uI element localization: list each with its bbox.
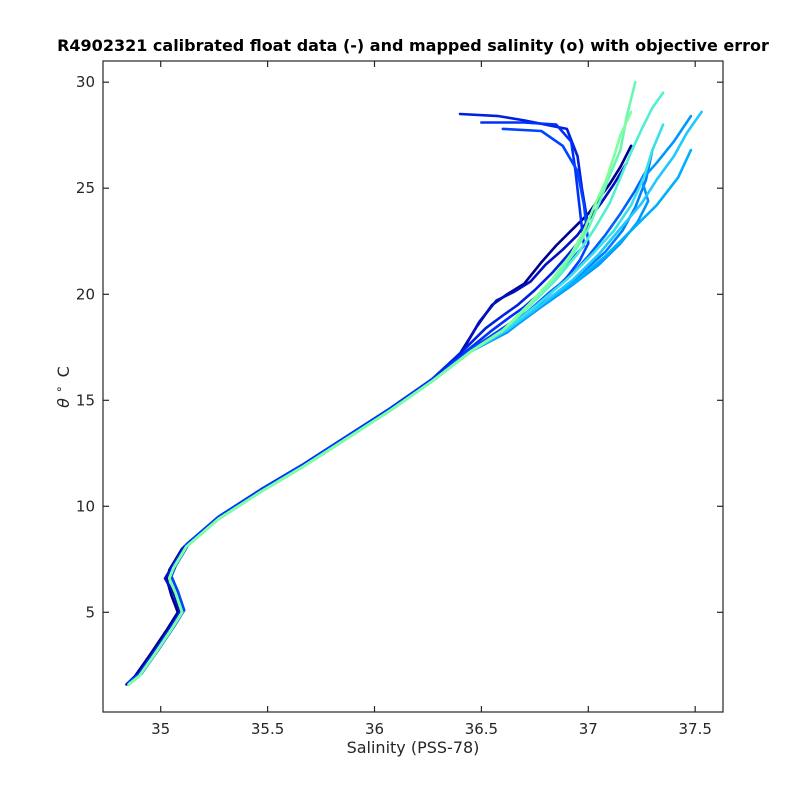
y-tick-label-3: 20 (76, 285, 95, 303)
plot-frame (102, 60, 724, 713)
x-axis-label: Salinity (PSS-78) (347, 738, 480, 757)
x-tick-label-4: 37 (579, 720, 598, 738)
y-axis-label: θ ∘ C (48, 366, 73, 408)
y-axis-label-unit: C (54, 366, 73, 377)
y-axis-label-symbol: θ (54, 398, 73, 408)
x-tick-label-2: 36 (365, 720, 384, 738)
y-tick-label-5: 30 (76, 73, 95, 91)
y-tick-label-1: 10 (76, 497, 95, 515)
profile-line-13 (127, 110, 633, 686)
svg-text:θ ∘ C: θ ∘ C (48, 366, 73, 408)
x-tick-label-0: 35 (151, 720, 170, 738)
y-tick-label-2: 15 (76, 391, 95, 409)
x-tick-label-5: 37.5 (678, 720, 711, 738)
x-tick-label-1: 35.5 (251, 720, 284, 738)
y-axis-label-degree: ∘ (52, 385, 66, 393)
ticks-layer: 35 35.5 36 36.5 37 37.5 5 10 15 20 25 30 (76, 61, 723, 738)
y-tick-label-0: 5 (85, 603, 95, 621)
x-tick-label-3: 36.5 (465, 720, 498, 738)
y-tick-label-4: 25 (76, 179, 95, 197)
chart-title: R4902321 calibrated float data (-) and m… (57, 36, 769, 55)
series-layer (125, 80, 703, 686)
